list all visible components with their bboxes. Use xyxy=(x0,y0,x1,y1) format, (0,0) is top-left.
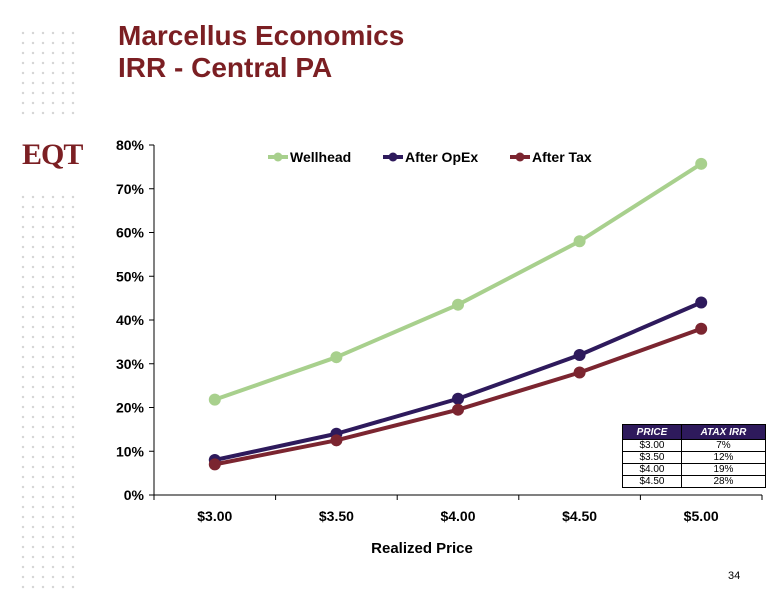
data-point xyxy=(695,322,708,335)
table-header-row: PRICE ATAX IRR xyxy=(622,424,767,440)
page-number: 34 xyxy=(728,570,741,582)
series-line-wellhead xyxy=(214,162,703,402)
legend-label: Wellhead xyxy=(290,149,351,165)
legend-label: After Tax xyxy=(532,149,592,165)
x-axis-label: Realized Price xyxy=(371,540,473,557)
slide-title-line2: IRR - Central PA xyxy=(118,52,333,83)
legend-swatch-marker xyxy=(273,152,283,162)
y-tick-label: 10% xyxy=(116,443,145,459)
y-tick-label: 40% xyxy=(116,312,145,328)
table-cell-irr: 28% xyxy=(680,475,767,488)
legend-label: After OpEx xyxy=(405,149,478,165)
table-cell-price: $4.50 xyxy=(622,475,682,488)
table-row: $3.00 7% xyxy=(622,439,767,452)
data-point xyxy=(695,157,708,170)
y-tick-label: 60% xyxy=(116,225,145,241)
x-tick-label: $4.00 xyxy=(440,508,475,524)
data-point xyxy=(573,235,586,248)
y-tick-label: 70% xyxy=(116,181,145,197)
table-row: $4.00 19% xyxy=(622,463,767,476)
table-cell-price: $3.00 xyxy=(622,439,682,452)
table-cell-irr: 12% xyxy=(680,451,767,464)
table-cell-irr: 19% xyxy=(680,463,767,476)
table-cell-irr: 7% xyxy=(680,439,767,452)
table-header-atax-irr: ATAX IRR xyxy=(680,424,767,440)
x-tick-label: $3.00 xyxy=(197,508,232,524)
decorative-dot-grid-bottom xyxy=(18,192,80,590)
price-irr-table: PRICE ATAX IRR $3.00 7% $3.50 12% $4.00 … xyxy=(622,424,767,488)
x-tick-label: $3.50 xyxy=(319,508,354,524)
slide-title: Marcellus Economics IRR - Central PA xyxy=(118,20,404,84)
decorative-dot-grid-top xyxy=(18,28,80,118)
data-point xyxy=(208,458,221,471)
y-tick-label: 0% xyxy=(124,487,145,503)
table-row: $4.50 28% xyxy=(622,475,767,488)
table-header-price: PRICE xyxy=(622,424,682,440)
table-cell-price: $3.50 xyxy=(622,451,682,464)
data-point xyxy=(452,403,464,416)
slide-title-line1: Marcellus Economics xyxy=(118,20,405,51)
table-row: $3.50 12% xyxy=(622,451,767,464)
data-point xyxy=(452,298,464,311)
data-point xyxy=(573,349,586,361)
table-cell-price: $4.00 xyxy=(622,463,682,476)
legend-swatch-marker xyxy=(515,152,525,162)
y-tick-label: 50% xyxy=(116,268,145,284)
x-tick-label: $5.00 xyxy=(684,508,719,524)
data-point xyxy=(452,392,464,405)
data-point xyxy=(330,434,343,447)
data-point xyxy=(208,393,221,406)
eqt-logo: EQT xyxy=(22,138,83,171)
y-tick-label: 30% xyxy=(116,356,145,372)
x-tick-label: $4.50 xyxy=(562,508,597,524)
data-point xyxy=(695,296,708,309)
legend-swatch-marker xyxy=(388,152,398,162)
data-point xyxy=(573,366,586,379)
y-tick-label: 20% xyxy=(116,400,145,416)
y-tick-label: 80% xyxy=(116,137,145,153)
data-point xyxy=(330,351,343,364)
